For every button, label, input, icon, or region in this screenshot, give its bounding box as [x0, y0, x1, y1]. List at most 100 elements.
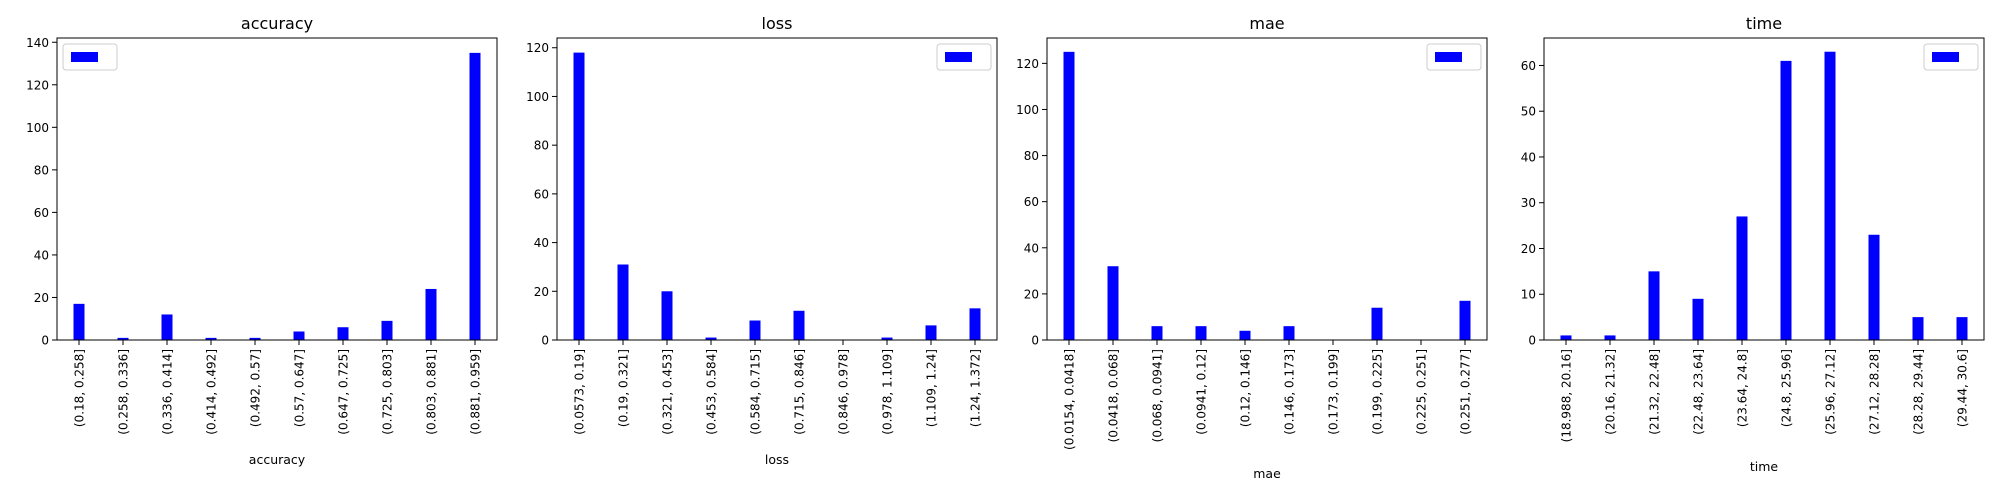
bar-loss-3	[705, 337, 717, 340]
x-axis-label-mae: mae	[1253, 466, 1281, 481]
x-tick-label-time-8: (28.28, 29.44]	[1912, 349, 1926, 435]
bar-time-1	[1604, 335, 1616, 340]
x-tick-label-mae-4: (0.12, 0.146]	[1239, 349, 1253, 427]
bar-loss-0	[573, 52, 585, 340]
y-tick-label-loss-2: 40	[534, 236, 549, 250]
x-tick-label-loss-5: (0.715, 0.846]	[793, 349, 807, 435]
bar-mae-9	[1459, 300, 1471, 340]
y-tick-label-mae-1: 20	[1024, 287, 1039, 301]
bar-mae-1	[1107, 266, 1119, 340]
bar-time-5	[1780, 60, 1792, 341]
chart-title-time: time	[1746, 14, 1782, 33]
chart-title-mae: mae	[1249, 14, 1284, 33]
y-tick-label-accuracy-2: 40	[34, 248, 49, 262]
bar-time-9	[1956, 317, 1968, 340]
x-axis-label-accuracy: accuracy	[249, 452, 306, 467]
bar-loss-9	[969, 308, 981, 340]
legend-swatch-mae	[1435, 52, 1462, 62]
y-tick-label-time-6: 60	[1521, 59, 1536, 73]
bar-time-3	[1692, 298, 1704, 340]
bar-accuracy-3	[205, 337, 217, 340]
y-tick-label-accuracy-0: 0	[41, 334, 49, 348]
x-tick-label-loss-0: (0.0573, 0.19]	[573, 349, 587, 435]
x-tick-label-time-0: (18.988, 20.16]	[1560, 349, 1574, 442]
x-tick-label-mae-5: (0.146, 0.173]	[1283, 349, 1297, 435]
bar-mae-7	[1371, 307, 1383, 340]
bar-loss-4	[749, 320, 761, 340]
x-tick-label-loss-3: (0.453, 0.584]	[705, 349, 719, 435]
bar-loss-7	[881, 337, 893, 340]
bar-time-8	[1912, 317, 1924, 340]
y-tick-label-accuracy-3: 60	[34, 206, 49, 220]
bar-loss-5	[793, 310, 805, 340]
bar-accuracy-7	[381, 320, 393, 340]
y-tick-label-accuracy-1: 20	[34, 291, 49, 305]
bar-accuracy-6	[337, 327, 349, 340]
axes-frame-time	[1543, 37, 1985, 341]
axes-frame-mae	[1046, 37, 1488, 341]
bar-loss-2	[661, 291, 673, 340]
y-tick-label-accuracy-7: 140	[26, 36, 49, 50]
y-tick-label-mae-5: 100	[1016, 103, 1039, 117]
x-tick-label-loss-2: (0.321, 0.453]	[661, 349, 675, 435]
y-tick-label-mae-3: 60	[1024, 195, 1039, 209]
x-tick-label-accuracy-1: (0.258, 0.336]	[117, 349, 131, 435]
x-tick-label-mae-1: (0.0418, 0.068]	[1107, 349, 1121, 442]
x-tick-label-mae-0: (0.0154, 0.0418]	[1063, 349, 1077, 450]
legend-swatch-time	[1932, 52, 1959, 62]
x-tick-label-time-5: (24.8, 25.96]	[1780, 349, 1794, 427]
bar-mae-3	[1195, 326, 1207, 340]
axes-frame-accuracy	[56, 37, 498, 341]
x-tick-label-loss-1: (0.19, 0.321]	[617, 349, 631, 427]
bar-loss-1	[617, 264, 629, 340]
x-tick-label-time-3: (22.48, 23.64]	[1692, 349, 1706, 435]
y-tick-label-loss-6: 120	[526, 41, 549, 55]
bar-mae-4	[1239, 330, 1251, 340]
x-tick-label-accuracy-6: (0.647, 0.725]	[337, 349, 351, 435]
x-tick-label-accuracy-3: (0.414, 0.492]	[205, 349, 219, 435]
y-tick-label-loss-5: 100	[526, 90, 549, 104]
y-tick-label-loss-0: 0	[541, 334, 549, 348]
x-tick-label-loss-7: (0.978, 1.109]	[881, 349, 895, 435]
x-tick-label-mae-7: (0.199, 0.225]	[1371, 349, 1385, 435]
x-axis-label-time: time	[1750, 459, 1779, 474]
bar-time-7	[1868, 234, 1880, 340]
bar-accuracy-8	[425, 288, 437, 340]
x-tick-label-time-7: (27.12, 28.28]	[1868, 349, 1882, 435]
bar-accuracy-1	[117, 337, 129, 340]
x-tick-label-time-4: (23.64, 24.8]	[1736, 349, 1750, 427]
bar-accuracy-9	[469, 52, 481, 340]
bar-mae-2	[1151, 326, 1163, 340]
x-tick-label-accuracy-7: (0.725, 0.803]	[381, 349, 395, 435]
x-tick-label-mae-2: (0.068, 0.0941]	[1151, 349, 1165, 442]
x-tick-label-accuracy-5: (0.57, 0.647]	[293, 349, 307, 427]
bar-time-2	[1648, 271, 1660, 340]
y-tick-label-time-2: 20	[1521, 242, 1536, 256]
bar-accuracy-0	[73, 303, 85, 340]
x-tick-label-accuracy-2: (0.336, 0.414]	[161, 349, 175, 435]
bar-mae-5	[1283, 326, 1295, 340]
x-tick-label-accuracy-0: (0.18, 0.258]	[73, 349, 87, 427]
x-tick-label-accuracy-9: (0.881, 0.959]	[469, 349, 483, 435]
bar-accuracy-4	[249, 337, 261, 340]
x-tick-label-time-2: (21.32, 22.48]	[1648, 349, 1662, 435]
bar-accuracy-5	[293, 331, 305, 340]
chart-title-accuracy: accuracy	[241, 14, 313, 33]
x-tick-label-accuracy-4: (0.492, 0.57]	[249, 349, 263, 427]
y-tick-label-mae-2: 40	[1024, 241, 1039, 255]
x-tick-label-loss-6: (0.846, 0.978]	[837, 349, 851, 435]
x-tick-label-mae-9: (0.251, 0.277]	[1459, 349, 1473, 435]
x-tick-label-accuracy-8: (0.803, 0.881]	[425, 349, 439, 435]
y-tick-label-time-4: 40	[1521, 150, 1536, 164]
bar-accuracy-2	[161, 314, 173, 340]
y-tick-label-loss-3: 60	[534, 187, 549, 201]
y-tick-label-time-3: 30	[1521, 196, 1536, 210]
y-tick-label-loss-4: 80	[534, 139, 549, 153]
legend-swatch-loss	[945, 52, 972, 62]
y-tick-label-time-0: 0	[1528, 334, 1536, 348]
x-tick-label-loss-8: (1.109, 1.24]	[925, 349, 939, 427]
x-tick-label-time-6: (25.96, 27.12]	[1824, 349, 1838, 435]
bar-loss-8	[925, 325, 937, 340]
bar-time-6	[1824, 51, 1836, 341]
